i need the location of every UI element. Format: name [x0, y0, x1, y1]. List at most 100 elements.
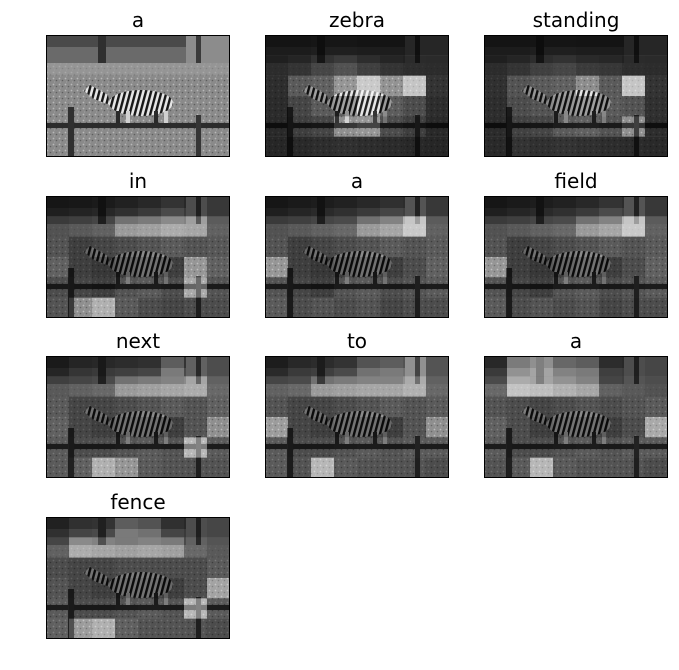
attention-cell: [484, 216, 507, 237]
attention-cell: [69, 376, 92, 397]
attention-cell: [357, 356, 380, 377]
attention-heatmap: [484, 35, 668, 157]
attention-cell: [530, 75, 553, 96]
attention-cell: [530, 96, 553, 117]
zebra-photo-image: [46, 35, 230, 157]
attention-cell: [161, 517, 184, 538]
attention-cell: [334, 257, 357, 278]
attention-cell: [288, 136, 311, 157]
attention-cell: [622, 236, 645, 257]
attention-cell: [265, 417, 288, 438]
attention-cell: [403, 297, 426, 318]
attention-map: [484, 196, 668, 318]
attention-cell: [484, 396, 507, 417]
attention-cell: [357, 116, 380, 137]
attention-cell: [426, 96, 449, 117]
attention-cell: [530, 437, 553, 458]
attention-cell: [530, 35, 553, 56]
attention-cell: [161, 297, 184, 318]
attention-cell: [265, 96, 288, 117]
attention-cell: [645, 35, 668, 56]
attention-cell: [288, 35, 311, 56]
attention-cell: [92, 598, 115, 619]
attention-cell: [207, 557, 230, 578]
attention-cell: [530, 417, 553, 438]
attention-cell: [69, 618, 92, 639]
attention-cell: [92, 356, 115, 377]
attention-cell: [265, 55, 288, 76]
attention-cell: [115, 396, 138, 417]
attention-cell: [184, 297, 207, 318]
attention-cell: [184, 396, 207, 417]
attention-cell: [426, 257, 449, 278]
attention-heatmap: [46, 517, 230, 639]
attention-cell: [403, 136, 426, 157]
attention-cell: [553, 277, 576, 298]
attention-cell: [380, 216, 403, 237]
attention-cell: [645, 196, 668, 217]
attention-cell: [403, 376, 426, 397]
attention-cell: [265, 297, 288, 318]
attention-cell: [622, 356, 645, 377]
attention-map: [484, 356, 668, 478]
attention-cell: [507, 437, 530, 458]
attention-cell: [403, 75, 426, 96]
attention-cell: [311, 236, 334, 257]
attention-cell: [207, 517, 230, 538]
attention-cell: [265, 116, 288, 137]
attention-map: [46, 517, 230, 639]
attention-cell: [622, 257, 645, 278]
attention-cell: [207, 257, 230, 278]
attention-cell: [92, 236, 115, 257]
attention-cell: [507, 417, 530, 438]
attention-cell: [92, 196, 115, 217]
attention-cell: [161, 537, 184, 558]
attention-cell: [380, 437, 403, 458]
attention-cell: [115, 216, 138, 237]
attention-cell: [507, 35, 530, 56]
attention-cell: [645, 236, 668, 257]
attention-cell: [380, 75, 403, 96]
attention-cell: [161, 578, 184, 599]
attention-cell: [161, 216, 184, 237]
attention-cell: [426, 297, 449, 318]
attention-cell: [622, 216, 645, 237]
attention-cell: [311, 396, 334, 417]
attention-cell: [138, 537, 161, 558]
attention-cell: [115, 557, 138, 578]
attention-cell: [507, 297, 530, 318]
attention-cell: [380, 55, 403, 76]
attention-cell: [553, 396, 576, 417]
attention-cell: [138, 598, 161, 619]
attention-cell: [426, 277, 449, 298]
attention-cell: [576, 297, 599, 318]
attention-cell: [553, 55, 576, 76]
attention-cell: [184, 277, 207, 298]
attention-cell: [380, 257, 403, 278]
attention-cell: [576, 136, 599, 157]
attention-cell: [334, 75, 357, 96]
attention-cell: [138, 257, 161, 278]
attention-panel: zebra: [265, 8, 449, 157]
attention-cell: [207, 618, 230, 639]
attention-panel: field: [484, 169, 668, 318]
attention-cell: [69, 557, 92, 578]
attention-cell: [334, 277, 357, 298]
attention-cell: [207, 297, 230, 318]
attention-cell: [207, 417, 230, 438]
attention-cell: [645, 55, 668, 76]
attention-cell: [184, 216, 207, 237]
attention-cell: [115, 257, 138, 278]
attention-map: [484, 35, 668, 157]
attention-cell: [265, 35, 288, 56]
attention-cell: [380, 116, 403, 137]
attention-cell: [530, 356, 553, 377]
attention-cell: [507, 196, 530, 217]
attention-cell: [357, 136, 380, 157]
attention-cell: [92, 437, 115, 458]
attention-cell: [115, 277, 138, 298]
attention-cell: [92, 376, 115, 397]
attention-cell: [207, 578, 230, 599]
attention-panel: next: [46, 329, 230, 478]
